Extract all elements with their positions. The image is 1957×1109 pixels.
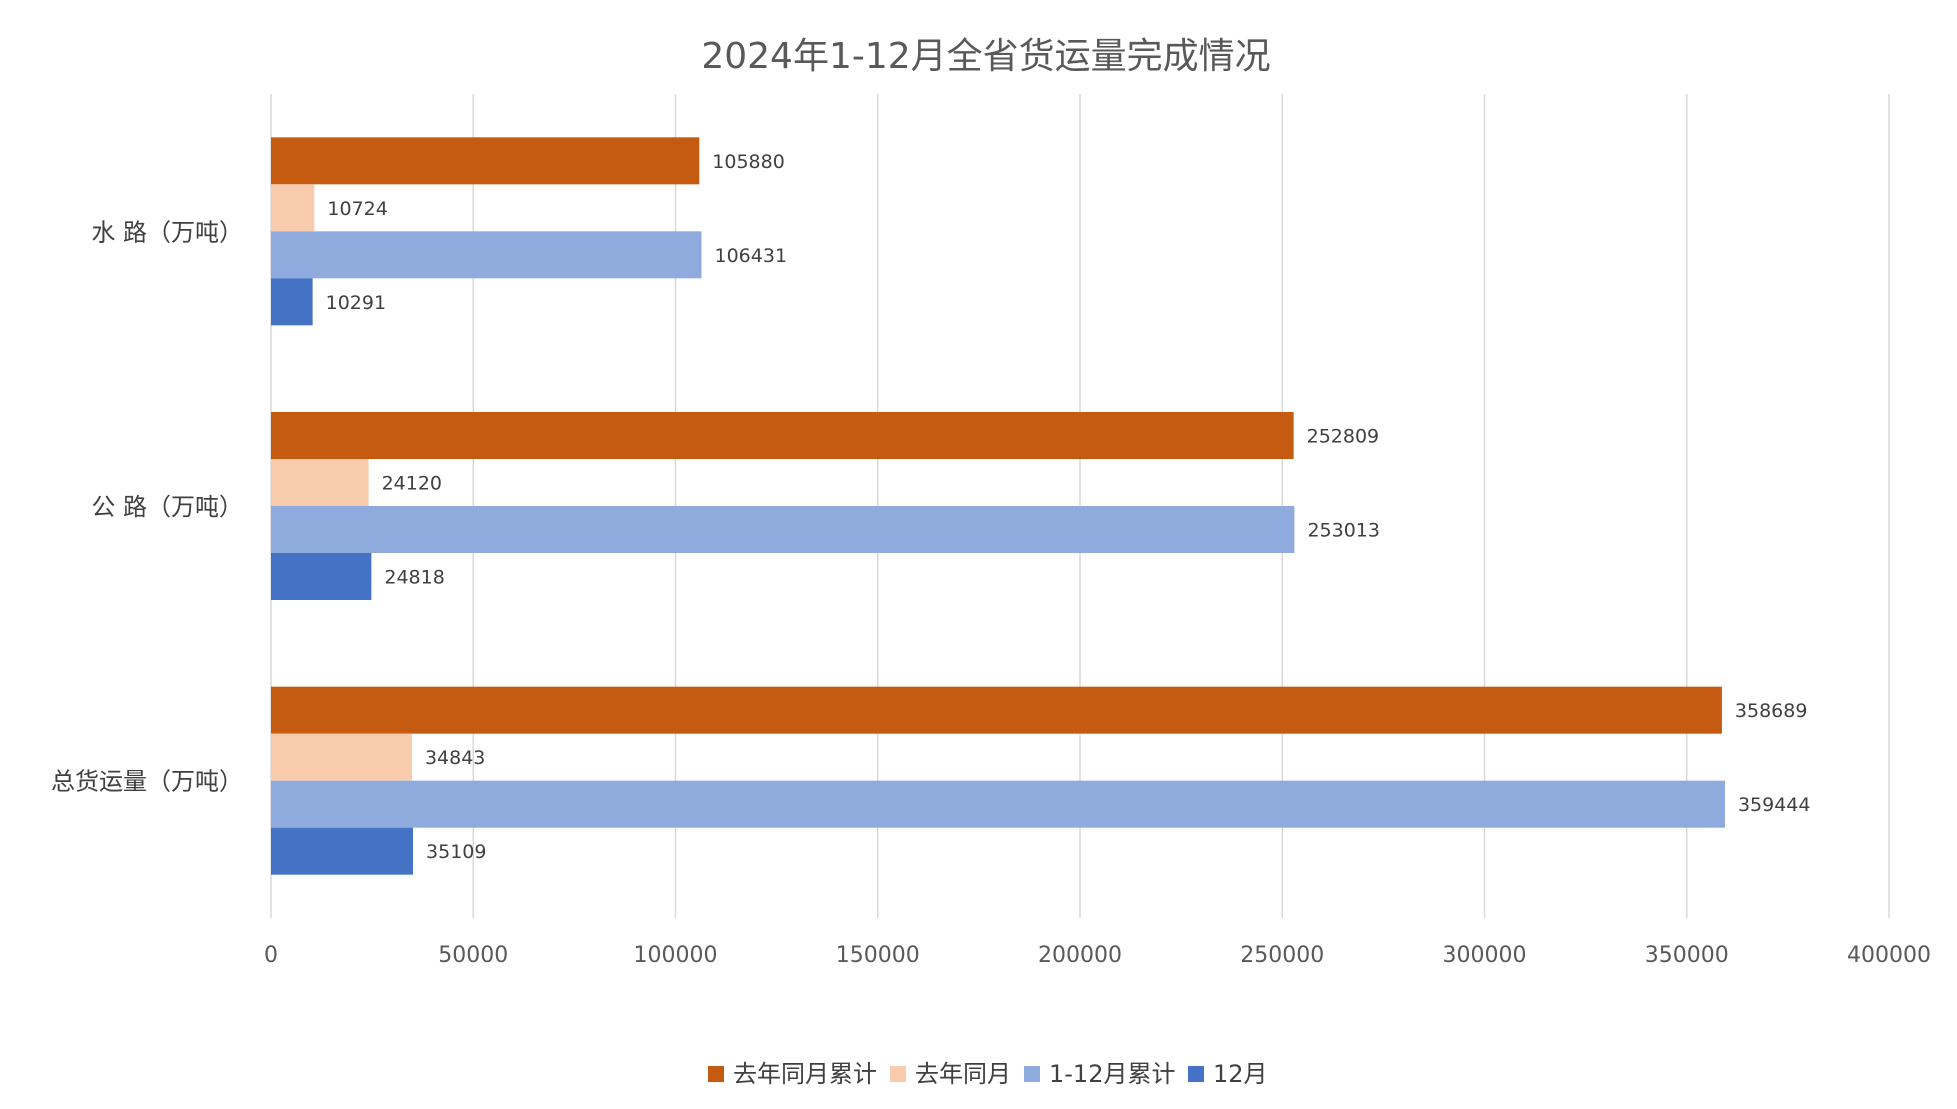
bars-layer: [271, 137, 1725, 875]
bar: [271, 278, 313, 326]
category-label: 水 路（万吨）: [91, 218, 243, 246]
bar: [271, 459, 369, 506]
bar: [271, 506, 1295, 553]
legend: 去年同月累计 去年同月 1-12月累计 12月: [708, 1060, 1268, 1088]
data-label: 358689: [1735, 700, 1808, 722]
data-label: 359444: [1738, 794, 1811, 816]
legend-swatch: [1024, 1066, 1040, 1082]
x-tick-label: 150000: [836, 943, 920, 968]
bar: [271, 780, 1725, 828]
category-label: 公 路（万吨）: [91, 493, 243, 521]
x-tick-label: 400000: [1847, 943, 1931, 968]
legend-label: 12月: [1213, 1060, 1268, 1088]
x-tick-label: 50000: [438, 943, 508, 968]
labels-layer: 105880 10724 106431 10291 252809 24120 253013 2…: [326, 151, 1811, 863]
bar: [271, 184, 315, 232]
chart-title: 2024年1-12月全省货运量完成情况: [701, 36, 1270, 77]
legend-swatch: [708, 1066, 724, 1082]
x-tick-label: 300000: [1443, 943, 1527, 968]
legend-label: 1-12月累计: [1049, 1060, 1175, 1088]
x-tick-label: 250000: [1240, 943, 1324, 968]
x-tick-label: 0: [264, 943, 278, 968]
bar: [271, 686, 1722, 734]
bar: [271, 827, 414, 875]
data-label: 24818: [384, 567, 444, 589]
legend-swatch: [890, 1066, 906, 1082]
x-tick-label: 100000: [634, 943, 718, 968]
data-label: 34843: [425, 747, 485, 769]
bar: [271, 553, 372, 600]
bar: [271, 733, 412, 781]
x-tick-label: 200000: [1038, 943, 1122, 968]
legend-label: 去年同月: [915, 1060, 1011, 1088]
data-label: 253013: [1307, 520, 1380, 542]
x-tick-label: 350000: [1645, 943, 1729, 968]
data-label: 35109: [426, 841, 486, 863]
data-label: 24120: [382, 473, 442, 495]
bar: [271, 137, 700, 185]
x-tick-labels: 0 50000 100000 150000 200000 250000 300000 3500…: [264, 943, 1931, 968]
category-labels: 水 路（万吨） 公 路（万吨） 总货运量（万吨）: [51, 218, 243, 795]
bar: [271, 231, 702, 279]
legend-swatch: [1188, 1066, 1204, 1082]
data-label: 252809: [1307, 426, 1380, 448]
data-label: 10291: [326, 292, 386, 314]
bar: [271, 412, 1294, 459]
legend-label: 去年同月累计: [733, 1060, 877, 1088]
data-label: 106431: [715, 245, 788, 267]
category-label: 总货运量（万吨）: [51, 768, 243, 796]
data-label: 105880: [712, 151, 785, 173]
data-label: 10724: [327, 198, 387, 220]
